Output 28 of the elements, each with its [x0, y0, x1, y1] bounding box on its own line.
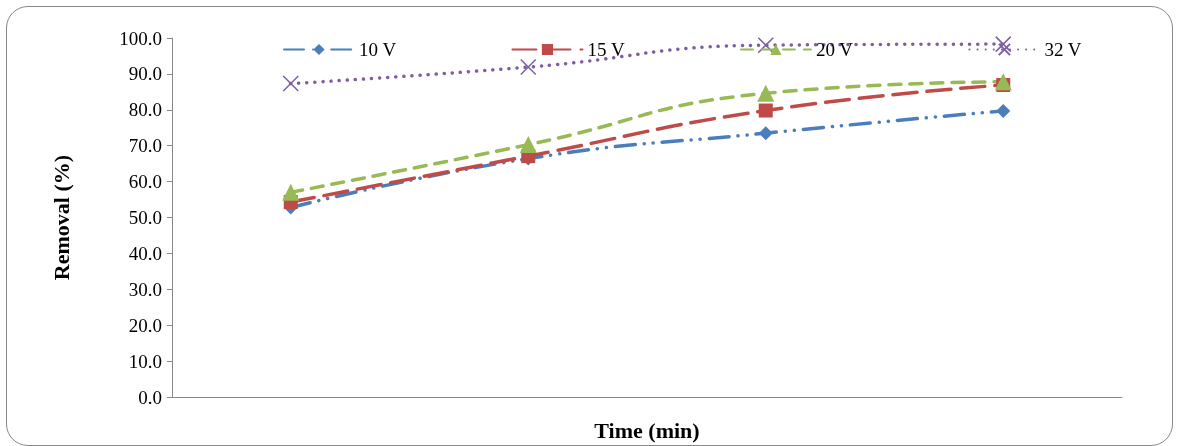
y-tick-label: 10.0	[128, 350, 162, 372]
y-tick-label: 100.0	[119, 27, 162, 49]
point	[995, 35, 1012, 53]
point	[519, 136, 537, 154]
x-axis-title: Time (min)	[594, 417, 700, 443]
legend-label: 32 V	[1044, 39, 1082, 60]
point	[758, 103, 773, 118]
point	[757, 84, 775, 102]
point	[757, 36, 774, 54]
y-tick-label: 80.0	[128, 99, 162, 121]
legend-label: 15 V	[587, 39, 625, 60]
legend-label: 10 V	[359, 39, 397, 60]
y-tick-label: 30.0	[128, 278, 162, 300]
point	[282, 75, 299, 92]
y-tick-label: 20.0	[128, 314, 162, 336]
y-tick-label: 90.0	[128, 63, 162, 85]
legend-label: 20 V	[815, 39, 854, 60]
point	[996, 103, 1011, 118]
point	[758, 126, 773, 141]
y-tick-label: 40.0	[128, 242, 162, 264]
y-tick-label: 70.0	[128, 135, 162, 157]
y-tick-label: 60.0	[128, 171, 162, 193]
y-tick-label: 0.0	[138, 386, 162, 408]
point	[994, 73, 1012, 91]
y-axis-title: Removal (%)	[48, 154, 74, 281]
y-tick-label: 50.0	[128, 207, 162, 228]
point	[520, 58, 537, 76]
point	[282, 183, 300, 201]
